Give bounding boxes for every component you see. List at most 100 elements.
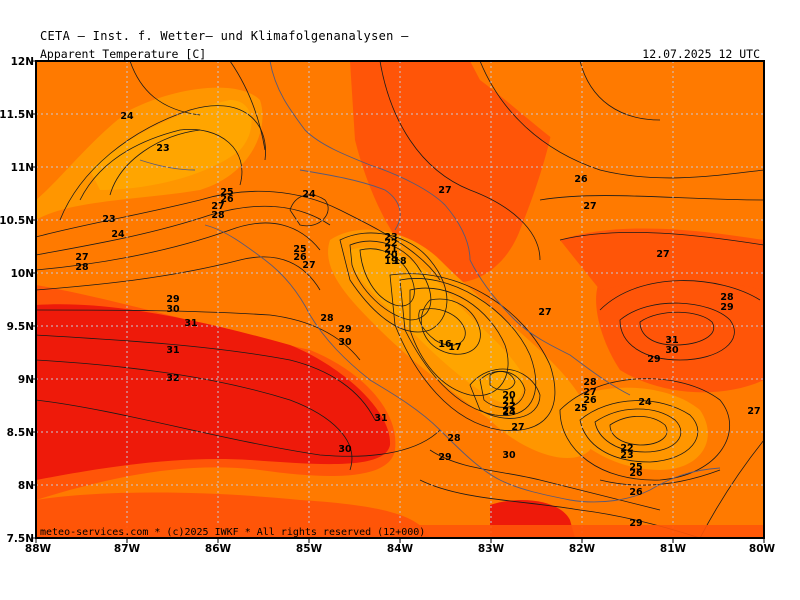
- copyright-credit: meteo-services.com * (c)2025 IWKF * All …: [40, 527, 426, 538]
- contour-label: 20: [384, 250, 398, 261]
- contour-label: 27: [538, 307, 551, 318]
- lat-label: 11.5N: [0, 109, 34, 121]
- isoline: [36, 222, 321, 271]
- zone-hottest: [36, 304, 391, 480]
- contour-label: 30: [338, 337, 352, 348]
- contour-label: 30: [166, 304, 180, 315]
- lat-label: 9.5N: [7, 321, 34, 333]
- contour-label: 27: [747, 406, 760, 417]
- lon-axis-labels: 88W 87W 86W 85W 84W 83W 82W 81W 80W: [25, 543, 776, 555]
- isoline: [109, 129, 201, 196]
- contour-label: 18: [393, 256, 407, 267]
- isoline: [559, 232, 764, 246]
- coastline: [269, 61, 471, 261]
- isoline: [619, 302, 735, 361]
- contour-label: 27: [75, 252, 88, 263]
- isoline: [339, 232, 448, 333]
- tick-marks: [31, 60, 765, 543]
- contour-label: 24: [502, 407, 516, 418]
- isoline: [36, 256, 321, 291]
- contour-label: 22: [620, 443, 633, 454]
- isoline: [36, 190, 441, 281]
- isoline: [36, 205, 331, 256]
- lat-label: 9N: [18, 374, 34, 386]
- contour-label: 19: [384, 256, 397, 267]
- isolines: [36, 61, 764, 538]
- contour-label: 31: [184, 318, 197, 329]
- contour-label: 28: [211, 210, 225, 221]
- contour-label: 26: [220, 194, 234, 205]
- isoline: [479, 61, 764, 179]
- variable-name: Apparent_Temperature_[C]: [40, 47, 207, 61]
- contour-label: 29: [720, 302, 733, 313]
- coastlines: [139, 61, 721, 503]
- contour-label: 29: [438, 452, 451, 463]
- contour-label: 24: [111, 229, 125, 240]
- lat-label: 8N: [18, 480, 34, 492]
- isoline: [579, 400, 699, 463]
- contour-label: 24: [302, 189, 316, 200]
- lon-label: 87W: [114, 543, 141, 555]
- isoline: [489, 371, 516, 391]
- contour-label: 23: [156, 143, 169, 154]
- isoline: [609, 415, 668, 446]
- lon-label: 85W: [296, 543, 323, 555]
- lat-axis-labels: 7.5N 8N 8.5N 9N 9.5N 10N 10.5N 11N 11.5N…: [0, 56, 34, 545]
- lat-label: 7.5N: [7, 533, 34, 545]
- zone-east-warm: [560, 228, 764, 290]
- contour-label: 23: [502, 406, 515, 417]
- isoline: [79, 128, 243, 201]
- lat-label: 8.5N: [7, 427, 34, 439]
- zone-spine-light: [349, 247, 524, 404]
- contour-label: 27: [302, 260, 315, 271]
- contour-label: 29: [647, 354, 660, 365]
- isoline: [59, 105, 266, 221]
- contour-label: 23: [102, 214, 115, 225]
- contour-label: 30: [338, 444, 352, 455]
- isoline: [229, 61, 266, 151]
- contour-label: 26: [583, 395, 597, 406]
- contour-label: 31: [166, 345, 179, 356]
- contour-label: 27: [438, 185, 451, 196]
- contour-label: 26: [629, 468, 643, 479]
- coastline: [204, 224, 501, 481]
- contour-label: 21: [502, 396, 515, 407]
- zone-se-amber: [570, 387, 708, 470]
- contour-label: 17: [448, 342, 461, 353]
- isoline: [421, 298, 481, 355]
- contour-label: 27: [211, 201, 224, 212]
- contour-label: 25: [293, 244, 306, 255]
- contour-label: 22: [502, 401, 515, 412]
- isoline: [539, 195, 764, 201]
- isoline: [479, 371, 526, 408]
- zone-ne-amber: [470, 61, 764, 200]
- temperature-field: [36, 61, 764, 538]
- contour-label: 25: [574, 403, 587, 414]
- zone-nw-light: [90, 100, 252, 190]
- coastline: [139, 159, 196, 171]
- lon-label: 81W: [660, 543, 687, 555]
- subtitle-bar: Apparent_Temperature_[C] 12.07.2025 12 U…: [36, 47, 764, 61]
- isoline: [129, 61, 201, 116]
- coastline: [499, 467, 721, 503]
- credit-strip: [36, 525, 764, 538]
- contour-label: 21: [384, 244, 397, 255]
- contour-label: 28: [720, 292, 734, 303]
- contour-label: 28: [320, 313, 334, 324]
- contour-label: 27: [511, 422, 524, 433]
- contour-label: 22: [384, 238, 397, 249]
- valid-time: 12.07.2025 12 UTC: [642, 47, 760, 61]
- contour-label: 26: [574, 174, 588, 185]
- coastline: [469, 259, 631, 396]
- contour-label: 29: [338, 324, 351, 335]
- isoline: [379, 61, 541, 261]
- isoline: [429, 449, 661, 511]
- contour-label: 27: [656, 249, 669, 260]
- contour-label: 28: [583, 377, 597, 388]
- graticule: [36, 61, 764, 538]
- contour-label: 30: [665, 345, 679, 356]
- contour-label: 29: [166, 294, 179, 305]
- chart-title: CETA — Inst. f. Wetter— und Klimafolgena…: [40, 29, 409, 43]
- contour-label: 31: [665, 335, 678, 346]
